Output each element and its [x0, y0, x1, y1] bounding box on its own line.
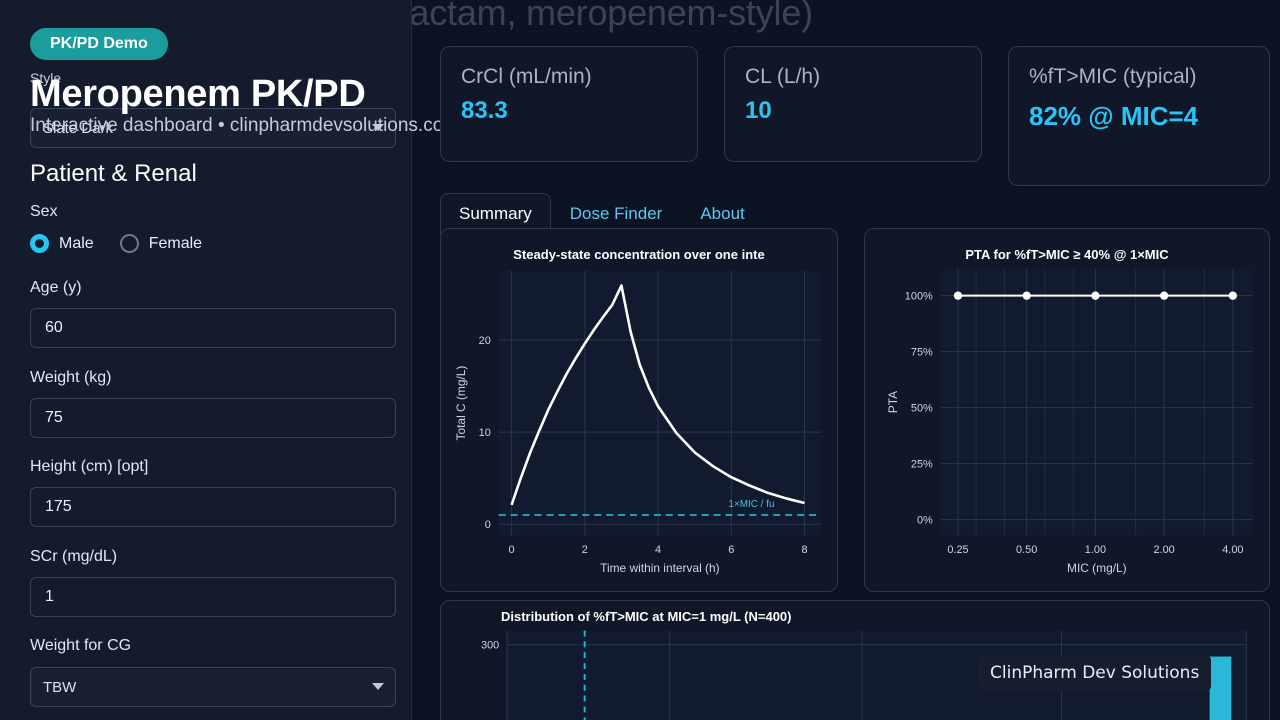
metric-card-crcl: CrCl (mL/min) 83.3: [440, 46, 698, 162]
page-title: Meropenem PK/PD: [30, 73, 366, 115]
scr-label: SCr (mg/dL): [30, 548, 118, 565]
metric-card-ftmic: %fT>MIC (typical) 82% @ MIC=4: [1008, 46, 1270, 186]
svg-text:0%: 0%: [917, 515, 933, 527]
chevron-down-icon-cg: [372, 683, 384, 690]
sidebar: Style Slate Dark PK/PD Demo Meropenem PK…: [0, 0, 459, 720]
chevron-down-icon: [372, 124, 384, 131]
scr-input[interactable]: [30, 577, 396, 617]
svg-text:PTA: PTA: [886, 391, 900, 413]
weight-input[interactable]: [30, 398, 396, 438]
sex-label: Sex: [30, 203, 58, 220]
chart-pta: 0.25 0.50 1.00 2.00 4.00 0% 25% 50% 75% 100% MIC (…: [886, 268, 1253, 575]
height-input[interactable]: [30, 487, 396, 527]
svg-text:0.25: 0.25: [947, 544, 968, 556]
metric-value-ftmic: 82% @ MIC=4: [1029, 101, 1199, 132]
svg-text:4: 4: [655, 544, 661, 556]
svg-text:1.00: 1.00: [1085, 544, 1106, 556]
svg-text:MIC (mg/L): MIC (mg/L): [1067, 561, 1127, 575]
metric-label-crcl: CrCl (mL/min): [461, 65, 592, 88]
svg-text:Total C (mg/L): Total C (mg/L): [454, 366, 468, 441]
weight-for-cg-label: Weight for CG: [30, 637, 132, 654]
svg-text:1×MIC / fu: 1×MIC / fu: [728, 499, 774, 510]
metric-card-cl: CL (L/h) 10: [724, 46, 982, 162]
metric-label-cl: CL (L/h): [745, 65, 821, 88]
age-input[interactable]: [30, 308, 396, 348]
chart-card-pta: PTA for %fT>MIC ≥ 40% @ 1×MIC 0.25 0.50 1.…: [864, 228, 1270, 592]
chart-concentration: 0 2 4 6 8 0 10 20 1×MIC / fu Time within interval…: [454, 270, 821, 575]
pkpd-demo-badge: PK/PD Demo: [30, 28, 168, 60]
svg-text:0.50: 0.50: [1016, 544, 1037, 556]
chart-card-concentration: Steady-state concentration over one inte…: [440, 228, 838, 592]
svg-text:0: 0: [485, 519, 491, 531]
style-label: Style: [30, 70, 62, 86]
svg-text:0: 0: [509, 544, 515, 556]
tab-about[interactable]: About: [700, 204, 745, 223]
tab-dose-finder[interactable]: Dose Finder: [569, 204, 663, 223]
sex-radio-group[interactable]: Male Female: [30, 234, 218, 253]
watermark-tooltip: ClinPharm Dev Solutions: [978, 655, 1212, 691]
svg-text:6: 6: [728, 544, 734, 556]
svg-text:300: 300: [481, 640, 499, 652]
chart-title-pta: PTA for %fT>MIC ≥ 40% @ 1×MIC: [965, 247, 1169, 262]
page-subtitle: Interactive dashboard • clinpharmdevsolu…: [30, 115, 460, 136]
height-label: Height (cm) [opt]: [30, 458, 149, 475]
svg-text:25%: 25%: [911, 459, 933, 471]
chart-title-distribution: Distribution of %fT>MIC at MIC=1 mg/L (N…: [501, 609, 792, 624]
metric-label-ftmic: %fT>MIC (typical): [1029, 65, 1197, 88]
svg-text:20: 20: [479, 335, 491, 347]
chart-title-concentration: Steady-state concentration over one inte: [513, 247, 765, 262]
radio-male[interactable]: [30, 234, 49, 253]
svg-text:10: 10: [479, 427, 491, 439]
metric-value-crcl: 83.3: [461, 97, 508, 125]
radio-female[interactable]: [119, 234, 139, 253]
svg-text:4.00: 4.00: [1222, 544, 1243, 556]
weight-for-cg-select[interactable]: TBW: [30, 667, 396, 707]
svg-text:50%: 50%: [911, 403, 933, 415]
svg-text:100%: 100%: [905, 291, 933, 303]
radio-male-label: Male: [59, 234, 94, 252]
style-select[interactable]: Slate Dark: [30, 108, 396, 148]
svg-text:Time within interval (h): Time within interval (h): [600, 561, 719, 575]
svg-text:2: 2: [582, 544, 588, 556]
svg-text:75%: 75%: [911, 347, 933, 359]
section-title-patient-renal: Patient & Renal: [30, 160, 197, 187]
weight-label: Weight (kg): [30, 369, 112, 386]
svg-text:2.00: 2.00: [1154, 544, 1175, 556]
metric-value-cl: 10: [745, 97, 772, 125]
age-label: Age (y): [30, 279, 82, 296]
svg-text:8: 8: [801, 544, 807, 556]
radio-female-label: Female: [148, 234, 203, 252]
